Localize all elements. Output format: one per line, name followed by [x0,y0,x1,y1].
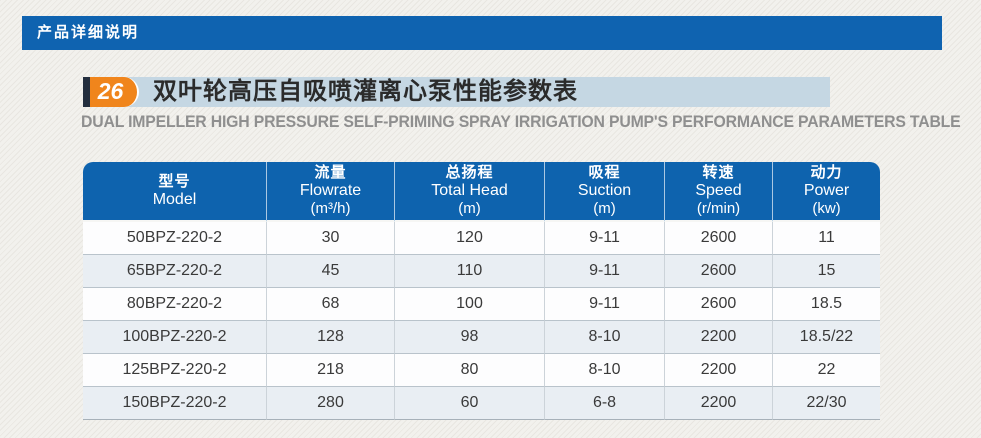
cell-flowrate: 45 [267,255,395,288]
column-header-suction-en: Suction [577,182,632,199]
top-section-bar: 产品详细说明 [22,16,942,50]
cell-power: 15 [773,255,880,288]
cell-power: 18.5 [773,288,880,321]
column-header-total-head-cn: 总扬程 [445,164,494,181]
cell-head: 110 [395,255,545,288]
column-header-flowrate: 流量 Flowrate (m³/h) [267,162,395,222]
column-header-suction: 吸程 Suction (m) [545,162,665,222]
cell-flowrate: 128 [267,321,395,354]
cell-model: 50BPZ-220-2 [83,222,267,255]
column-header-model: 型号 Model [83,162,267,222]
table-row: 150BPZ-220-2 280 60 6-8 2200 22/30 [83,387,880,420]
section-number-badge: 26 [90,77,139,107]
column-header-speed: 转速 Speed (r/min) [665,162,773,222]
cell-suction: 9-11 [545,288,665,321]
cell-model: 125BPZ-220-2 [83,354,267,387]
cell-suction: 8-10 [545,354,665,387]
column-header-power: 动力 Power (kw) [773,162,880,222]
table-header-row: 型号 Model 流量 Flowrate (m³/h) 总扬程 Total He… [83,162,880,222]
column-header-suction-cn: 吸程 [588,164,621,181]
cell-head: 98 [395,321,545,354]
column-header-power-en: Power [803,182,850,199]
cell-speed: 2200 [665,354,773,387]
cell-flowrate: 68 [267,288,395,321]
cell-model: 80BPZ-220-2 [83,288,267,321]
cell-model: 65BPZ-220-2 [83,255,267,288]
column-header-model-cn: 型号 [158,172,191,190]
table-row: 65BPZ-220-2 45 110 9-11 2600 15 [83,255,880,288]
column-header-flowrate-unit: (m³/h) [310,200,351,217]
column-header-suction-unit: (m) [593,200,616,217]
cell-flowrate: 30 [267,222,395,255]
cell-suction: 6-8 [545,387,665,420]
section-subtitle: DUAL IMPELLER HIGH PRESSURE SELF-PRIMING… [81,112,961,131]
column-header-speed-en: Speed [695,182,742,199]
cell-model: 100BPZ-220-2 [83,321,267,354]
column-header-flowrate-cn: 流量 [314,164,347,181]
cell-head: 120 [395,222,545,255]
cell-flowrate: 218 [267,354,395,387]
section-title: 双叶轮高压自吸喷灌离心泵性能参数表 [153,78,578,105]
column-header-power-unit: (kw) [812,200,841,217]
cell-speed: 2600 [665,222,773,255]
cell-model: 150BPZ-220-2 [83,387,267,420]
cell-head: 80 [395,354,545,387]
column-header-total-head-en: Total Head [431,182,508,199]
cell-power: 18.5/22 [773,321,880,354]
column-header-flowrate-en: Flowrate [299,182,362,199]
table-row: 100BPZ-220-2 128 98 8-10 2200 18.5/22 [83,321,880,354]
section-header: 26 双叶轮高压自吸喷灌离心泵性能参数表 [83,77,830,107]
column-header-model-en: Model [152,190,197,208]
table-row: 80BPZ-220-2 68 100 9-11 2600 18.5 [83,288,880,321]
cell-head: 100 [395,288,545,321]
column-header-speed-unit: (r/min) [696,200,741,217]
top-section-bar-label: 产品详细说明 [37,24,140,41]
cell-speed: 2600 [665,288,773,321]
performance-parameters-table: 型号 Model 流量 Flowrate (m³/h) 总扬程 Total He… [83,162,880,420]
column-header-total-head: 总扬程 Total Head (m) [395,162,545,222]
column-header-total-head-unit: (m) [458,200,481,217]
column-header-speed-cn: 转速 [702,164,735,181]
cell-power: 11 [773,222,880,255]
cell-suction: 9-11 [545,255,665,288]
cell-flowrate: 280 [267,387,395,420]
cell-head: 60 [395,387,545,420]
cell-speed: 2600 [665,255,773,288]
cell-power: 22/30 [773,387,880,420]
cell-power: 22 [773,354,880,387]
table-row: 125BPZ-220-2 218 80 8-10 2200 22 [83,354,880,387]
cell-speed: 2200 [665,321,773,354]
cell-suction: 8-10 [545,321,665,354]
cell-speed: 2200 [665,387,773,420]
badge-accent-strip [83,77,90,107]
column-header-power-cn: 动力 [810,164,843,181]
table-row: 50BPZ-220-2 30 120 9-11 2600 11 [83,222,880,255]
cell-suction: 9-11 [545,222,665,255]
